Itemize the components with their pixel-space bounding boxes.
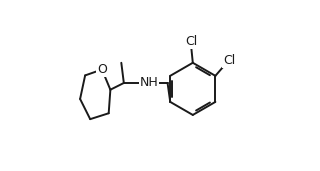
Text: Cl: Cl xyxy=(223,54,236,67)
Text: Cl: Cl xyxy=(185,35,197,48)
Text: O: O xyxy=(97,63,107,76)
Text: NH: NH xyxy=(140,76,158,89)
